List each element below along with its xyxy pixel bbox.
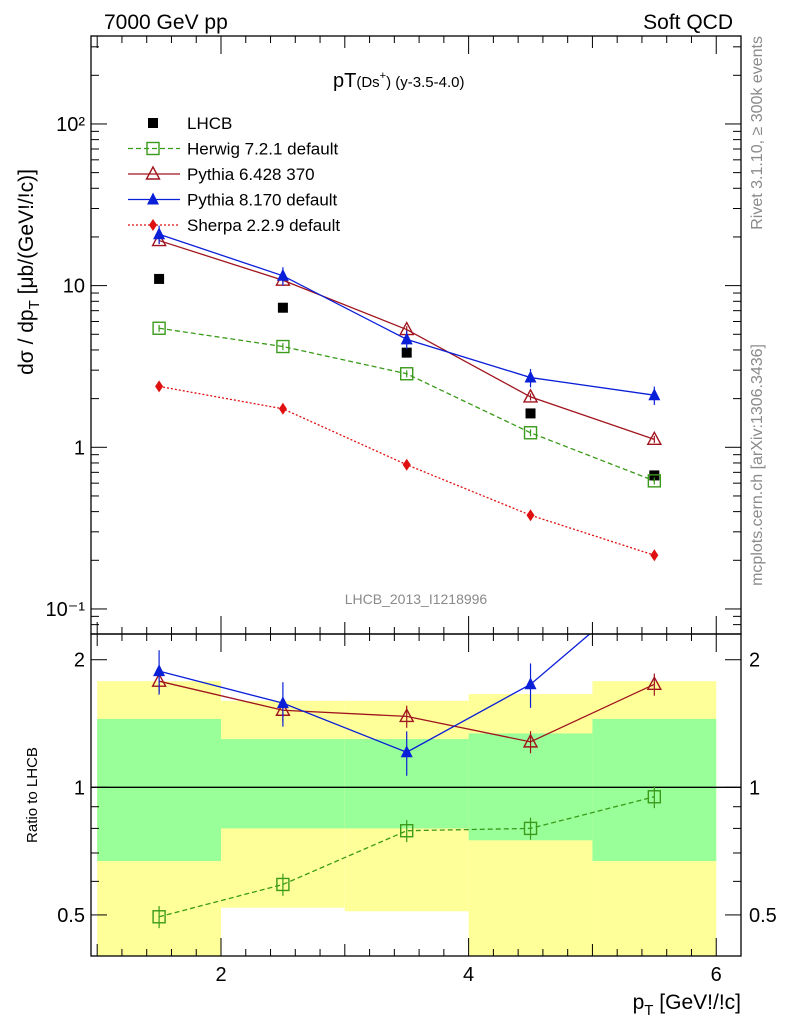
main-point-LHCB-1 — [277, 302, 288, 313]
main-point-LHCB-2 — [401, 347, 412, 358]
main-ytick-label-3: 10² — [56, 114, 85, 136]
plot-title-sub: (Ds — [356, 74, 379, 91]
main-point-Herwig-0 — [152, 321, 166, 335]
xlabel-rest: [GeV!/!c] — [653, 991, 741, 1014]
ratio-uncertainty-bands — [91, 681, 741, 956]
xtick-label-0: 2 — [215, 964, 226, 986]
rivet-label: Rivet 3.1.10, ≥ 300k events — [749, 36, 766, 230]
main-ylabel-sub: T — [26, 300, 43, 309]
ratio-ytick-label-right-0: 0.5 — [749, 905, 777, 927]
ratio-point-Herwig-1 — [276, 877, 290, 892]
ratio-point-Herwig-0 — [152, 910, 166, 924]
ratio-point-Herwig-4 — [647, 790, 662, 804]
analysis-watermark: LHCB_2013_I1218996 — [345, 591, 488, 607]
ratio-point-Pythia6-4 — [646, 675, 663, 691]
main-point-Sherpa-0 — [155, 380, 164, 393]
main-ytick-label-2: 10 — [63, 276, 85, 298]
ratio-frame — [90, 633, 742, 957]
legend-label-LHCB: LHCB — [187, 114, 232, 133]
legend-label-Herwig: Herwig 7.2.1 default — [187, 140, 338, 159]
main-point-Pythia8-1 — [276, 268, 289, 281]
ratio-point-Herwig-2 — [400, 824, 414, 838]
main-point-LHCB-3 — [525, 408, 536, 419]
main-point-Pythia8-2 — [400, 332, 413, 345]
ratio-ytick-label-left-1: 1 — [74, 777, 85, 799]
legend-label-Pythia8: Pythia 8.170 default — [187, 191, 338, 210]
ratio-point-Pythia6-3 — [522, 733, 539, 748]
ratio-point-Pythia8-0 — [153, 664, 166, 677]
ratio-ytick-label-right-2: 2 — [749, 650, 760, 672]
main-point-Sherpa-3 — [526, 509, 535, 522]
xtick-label-2: 6 — [711, 964, 722, 986]
band-inner-0 — [97, 718, 221, 862]
main-plot-series — [151, 225, 663, 562]
xlabel-sub: T — [644, 1002, 653, 1019]
main-point-Herwig-2 — [400, 367, 414, 381]
main-line-Sherpa — [158, 385, 655, 556]
main-ytick-label-0: 10⁻¹ — [46, 599, 86, 621]
main-point-Pythia6-4 — [646, 430, 663, 446]
ratio-point-Pythia8-2 — [400, 745, 413, 758]
legend-marker-LHCB — [148, 118, 158, 128]
main-ylabel-rest: [μb/(GeV!/!c)] — [15, 169, 38, 300]
main-point-Pythia6-0 — [151, 232, 167, 247]
header-right: Soft QCD — [643, 11, 733, 34]
ratio-clipped — [151, 634, 663, 929]
main-point-Herwig-1 — [276, 339, 290, 354]
ratio-point-Pythia8-3 — [524, 677, 537, 690]
xtick-label-1: 4 — [463, 964, 474, 986]
legend-marker-Pythia6 — [145, 165, 161, 180]
main-ylabel: dσ / dpT [μb/(GeV!/!c)] — [15, 169, 43, 375]
main-point-Pythia8-3 — [524, 370, 537, 383]
legend-label-Pythia6: Pythia 6.428 370 — [187, 165, 315, 184]
plot-title: pT(Ds+) (y-3.5-4.0) — [333, 70, 464, 92]
legend-marker-Herwig — [146, 141, 160, 156]
ratio-point-Herwig-3 — [523, 821, 538, 836]
ratio-plot-series — [151, 634, 663, 929]
ratio-ytick-label-left-0: 0.5 — [57, 905, 85, 927]
ratio-point-Pythia6-2 — [399, 707, 415, 723]
mcplots-label: mcplots.cern.ch [arXiv:1306.3436] — [749, 344, 766, 586]
legend-marker-Pythia8 — [147, 192, 159, 205]
legend-marker-Sherpa — [149, 219, 157, 231]
header-left: 7000 GeV pp — [104, 11, 228, 34]
plot-title-sup: + — [380, 70, 386, 82]
xlabel-main: p — [633, 991, 645, 1014]
ratio-point-Pythia8-1 — [276, 696, 289, 709]
main-ylabel-main: dσ / dp — [15, 309, 38, 375]
ratio-ytick-label-left-2: 2 — [74, 650, 85, 672]
main-point-Sherpa-2 — [402, 458, 411, 471]
main-point-Herwig-3 — [523, 426, 538, 440]
ratio-ytick-label-right-1: 1 — [749, 777, 760, 799]
legend-label-Sherpa: Sherpa 2.2.9 default — [187, 216, 340, 235]
main-point-Pythia8-0 — [153, 227, 166, 240]
plot-title-rest: ) (y-3.5-4.0) — [386, 74, 464, 91]
main-point-LHCB-0 — [154, 273, 165, 284]
plot-title-main: pT — [333, 70, 356, 92]
xlabel: pT [GeV!/!c] — [633, 991, 741, 1019]
main-point-Sherpa-1 — [278, 402, 287, 415]
main-point-Pythia6-3 — [522, 388, 539, 403]
main-point-Sherpa-4 — [650, 549, 659, 562]
main-point-Pythia8-4 — [648, 388, 661, 401]
legend: LHCB Herwig 7.2.1 default Pythia 6.428 370… — [128, 114, 340, 235]
main-point-Herwig-4 — [647, 474, 662, 488]
main-ytick-label-1: 1 — [74, 437, 85, 459]
band-inner-1 — [221, 739, 345, 829]
ratio-ylabel: Ratio to LHCB — [24, 747, 41, 843]
axes: 10⁻¹ 1 10 10² 0.5 0.5 1 1 2 2 2 4 6 — [46, 35, 777, 986]
